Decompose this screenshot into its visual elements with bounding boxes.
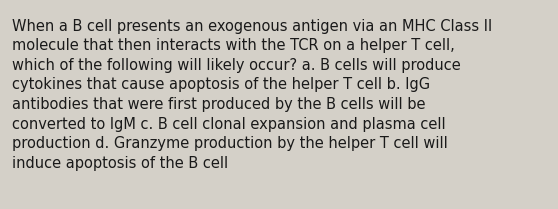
Text: When a B cell presents an exogenous antigen via an MHC Class II
molecule that th: When a B cell presents an exogenous anti… [12,19,493,171]
